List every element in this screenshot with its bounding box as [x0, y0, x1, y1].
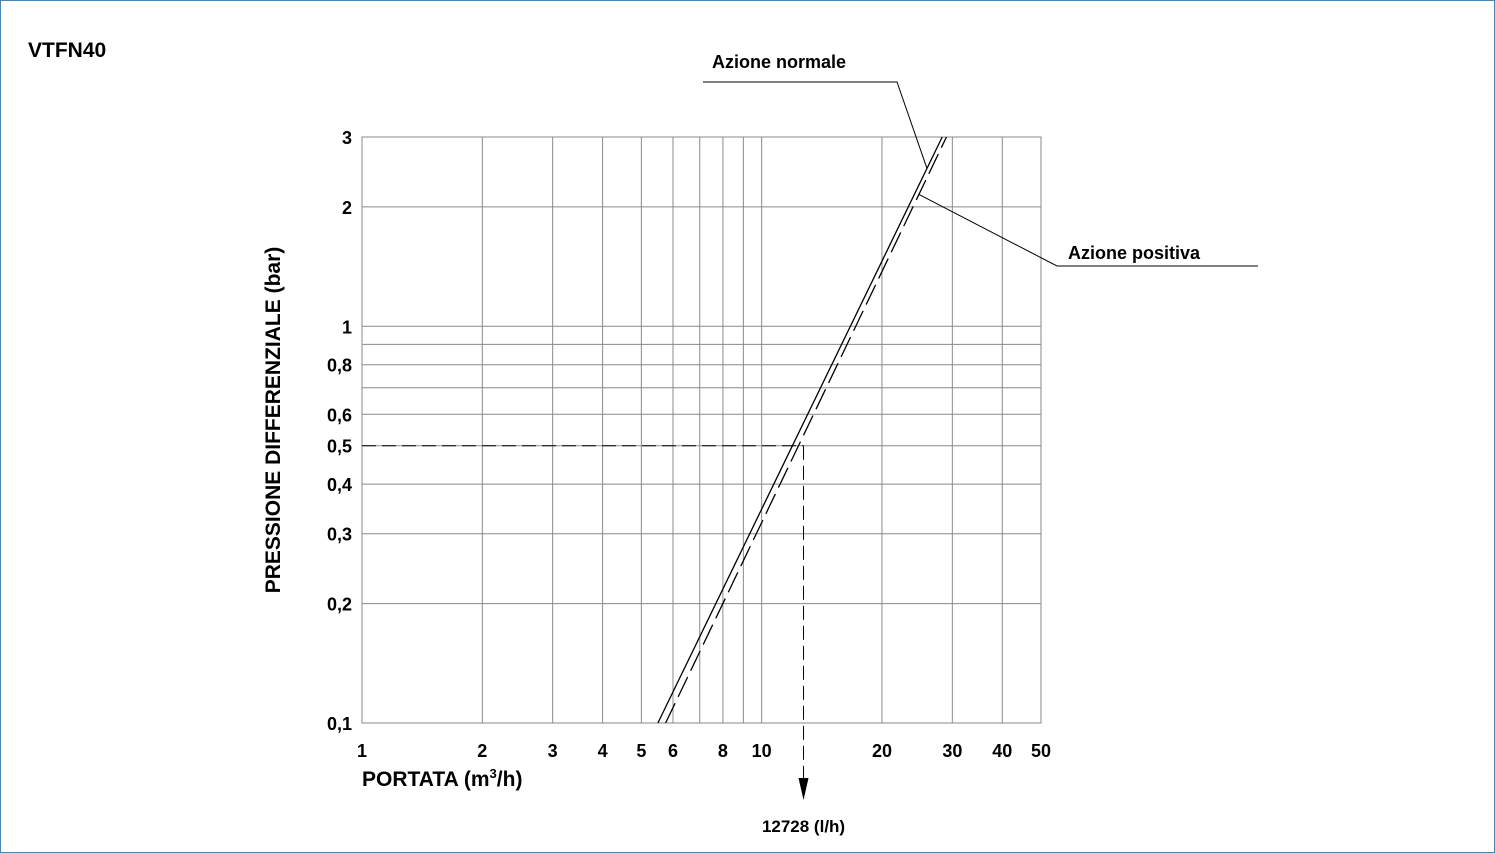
x-tick-label: 8	[718, 741, 728, 761]
annotation-arrow-icon	[798, 778, 809, 800]
x-tick-label: 30	[942, 741, 962, 761]
y-tick-label: 2	[342, 198, 352, 218]
x-tick-label: 1	[357, 741, 367, 761]
y-tick-label: 0,6	[327, 405, 352, 425]
x-axis-label-sup: 3	[490, 766, 497, 781]
y-tick-label: 0,1	[327, 714, 352, 734]
chart-title: VTFN40	[28, 39, 106, 62]
series-label-leader-normale	[703, 81, 928, 169]
grid	[361, 136, 1042, 724]
y-tick-label: 1	[342, 317, 352, 337]
x-tick-label: 2	[477, 741, 487, 761]
series-label-normale: Azione normale	[712, 52, 846, 72]
y-tick-label: 0,2	[327, 595, 352, 615]
x-tick-labels: 1 2 3 4 5 6 8 10 20 30 40 50	[357, 741, 1051, 761]
x-tick-label: 20	[872, 741, 892, 761]
x-axis-label-tail: /h)	[497, 768, 523, 791]
annotation: 12728 (l/h)	[362, 445, 845, 836]
plot-border	[361, 136, 1042, 724]
series-line-positiva	[665, 136, 948, 724]
x-axis-label: PORTATA (m3/h)	[362, 766, 522, 791]
x-tick-label: 40	[992, 741, 1012, 761]
y-tick-label: 0,5	[327, 437, 352, 457]
x-tick-label: 6	[668, 741, 678, 761]
y-tick-label: 0,8	[327, 356, 352, 376]
y-axis-label: PRESSIONE DIFFERENZIALE (bar)	[262, 247, 285, 594]
y-tick-label: 3	[342, 128, 352, 148]
x-tick-label: 3	[548, 741, 558, 761]
y-tick-label: 0,4	[327, 475, 352, 495]
x-tick-label: 5	[636, 741, 646, 761]
x-tick-label: 4	[598, 741, 608, 761]
series-label-leader-positiva	[918, 193, 1258, 267]
x-tick-label: 50	[1031, 741, 1051, 761]
series-line-normale	[657, 136, 943, 724]
y-tick-labels: 0,1 0,2 0,3 0,4 0,5 0,6 0,8 1 2 3	[327, 128, 352, 734]
series: Azione normale Azione positiva	[657, 52, 1258, 724]
x-tick-label: 10	[752, 741, 772, 761]
annotation-label: 12728 (l/h)	[762, 817, 845, 836]
y-tick-label: 0,3	[327, 525, 352, 545]
x-axis-label-main: PORTATA (m	[362, 768, 490, 791]
series-label-positiva: Azione positiva	[1068, 243, 1201, 263]
